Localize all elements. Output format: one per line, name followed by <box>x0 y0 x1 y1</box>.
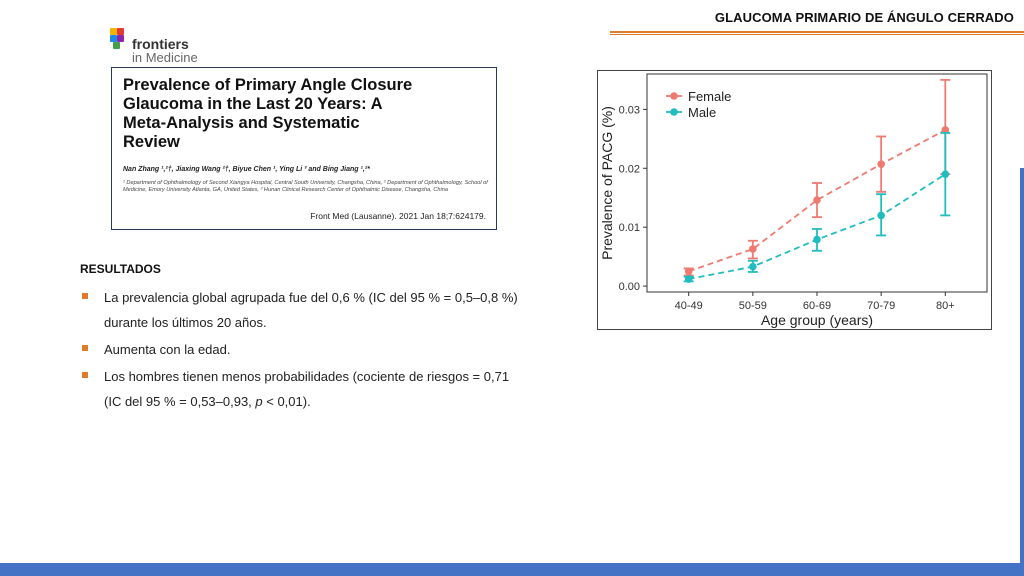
bullet-text: Aumenta con la edad. <box>104 342 231 357</box>
header-rule <box>610 31 1024 33</box>
paper-authors: Nan Zhang ¹,²†, Jiaxing Wang ²†, Biyue C… <box>123 166 370 173</box>
paper-citation-box: Prevalence of Primary Angle Closure Glau… <box>111 67 497 230</box>
frontiers-logo: frontiers in Medicine <box>110 28 220 68</box>
legend-marker-female <box>670 92 678 100</box>
right-accent-bar <box>1020 168 1024 563</box>
results-heading: RESULTADOS <box>80 262 161 276</box>
data-point-female <box>749 245 757 253</box>
series-line-female <box>688 129 946 273</box>
bullet-square-icon <box>82 345 88 351</box>
logo-subtitle: in Medicine <box>132 50 198 65</box>
data-point-male <box>941 170 950 178</box>
paper-title: Prevalence of Primary Angle Closure Glau… <box>123 76 493 152</box>
slide-title: GLAUCOMA PRIMARIO DE ÁNGULO CERRADO <box>714 10 1014 25</box>
legend-label-female: Female <box>688 89 731 104</box>
bullet-text-italic: p <box>255 394 263 409</box>
x-tick-label: 50-59 <box>739 300 767 312</box>
bullet-text: La prevalencia global agrupada fue del 0… <box>104 290 518 305</box>
paper-title-line: Prevalence of Primary Angle Closure <box>123 76 413 94</box>
bullet-text-part: < 0,01). <box>262 394 311 409</box>
series-female <box>683 78 951 277</box>
data-point-male <box>877 211 885 220</box>
list-item: Los hombres tienen menos probabilidades … <box>80 364 560 414</box>
data-point-female <box>813 196 821 204</box>
x-axis-label: Age group (years) <box>761 312 873 328</box>
list-item: Aumenta con la edad. <box>80 337 560 362</box>
legend-label-male: Male <box>688 105 716 120</box>
paper-title-line: Glaucoma in the Last 20 Years: A <box>123 95 383 113</box>
x-tick-label: 40-49 <box>675 300 703 312</box>
y-tick-label: 0.03 <box>619 104 640 116</box>
data-point-male <box>813 235 821 244</box>
bottom-accent-bar <box>0 563 1024 576</box>
x-tick-label: 60-69 <box>803 300 831 312</box>
list-item: La prevalencia global agrupada fue del 0… <box>80 285 560 335</box>
paper-title-line: Review <box>123 133 180 151</box>
header-rule-thin <box>610 34 1024 35</box>
frontiers-logo-icon <box>110 28 130 50</box>
data-point-male <box>749 262 757 271</box>
data-point-female <box>684 267 693 276</box>
bullet-text: (IC del 95 % = 0,53–0,93, p < 0,01). <box>104 389 560 414</box>
y-tick-label: 0.02 <box>619 163 640 175</box>
bullet-text-part: (IC del 95 % = 0,53–0,93, <box>104 394 256 409</box>
bullet-text: Los hombres tienen menos probabilidades … <box>104 369 510 384</box>
x-tick-label: 80+ <box>936 300 955 312</box>
series-male <box>683 132 951 283</box>
data-point-male <box>684 275 693 283</box>
paper-affiliations: ¹ Department of Ophthalmology of Second … <box>123 180 488 193</box>
paper-title-line: Meta-Analysis and Systematic <box>123 114 360 132</box>
chart-frame: 0.00 0.01 0.02 0.03 40-49 50-59 60-69 70-79 80+ … <box>597 70 992 330</box>
x-tick-label: 70-79 <box>867 300 895 312</box>
y-tick-label: 0.00 <box>619 281 640 293</box>
paper-journal-citation: Front Med (Lausanne). 2021 Jan 18;7:6241… <box>310 211 486 221</box>
y-axis-label: Prevalence of PACG (%) <box>599 106 615 260</box>
results-list: La prevalencia global agrupada fue del 0… <box>80 285 560 416</box>
legend-marker-male <box>670 108 678 116</box>
y-tick-label: 0.01 <box>619 222 640 234</box>
bullet-text: durante los últimos 20 años. <box>104 315 267 330</box>
bullet-square-icon <box>82 293 88 299</box>
bullet-square-icon <box>82 372 88 378</box>
data-point-female <box>941 126 950 134</box>
logo-name: frontiers <box>132 36 189 52</box>
data-point-female <box>877 160 885 168</box>
